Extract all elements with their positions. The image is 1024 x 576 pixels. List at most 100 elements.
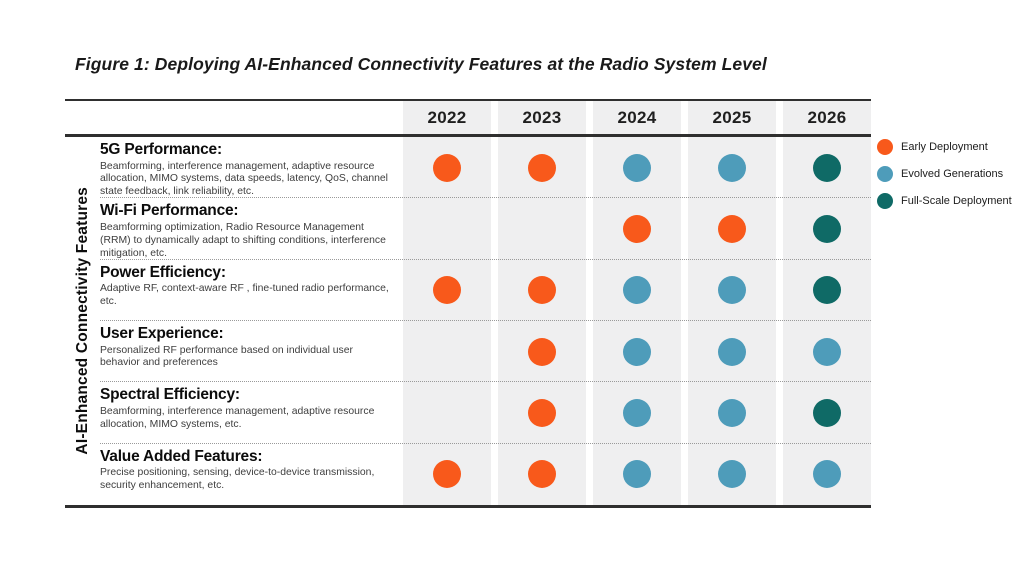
row-label: Value Added Features: Precise positioning…	[65, 443, 403, 505]
evolved-deployment-dot	[718, 276, 746, 305]
y-axis-label-wrap: AI-Enhanced Connectivity Features	[65, 137, 100, 505]
cell-2023	[498, 259, 586, 321]
early-deployment-dot	[433, 460, 461, 489]
year-header-2022: 2022	[403, 101, 491, 134]
cell-2026	[783, 137, 871, 199]
evolved-deployment-dot	[813, 337, 841, 366]
early-deployment-dot	[718, 214, 746, 243]
cell-2024	[593, 382, 681, 444]
cell-2022	[403, 443, 491, 505]
cell-2025	[688, 382, 776, 444]
cell-2025	[688, 198, 776, 260]
full-deployment-dot	[813, 398, 841, 427]
row-label: User Experience: Personalized RF performa…	[65, 320, 403, 383]
row-label: 5G Performance: Beamforming, interference…	[65, 137, 403, 199]
row-cells	[403, 137, 871, 199]
full-deployment-dot	[813, 214, 841, 243]
cell-2024	[593, 137, 681, 199]
legend-label: Early Deployment	[901, 141, 988, 153]
legend-label: Evolved Generations	[901, 168, 1004, 180]
header-divider	[65, 134, 871, 137]
legend-item-full: Full-Scale Deployment	[877, 193, 1012, 209]
table-row: Value Added Features: Precise positioning…	[65, 442, 871, 505]
evolved-deployment-dot	[813, 460, 841, 489]
cell-2024	[593, 320, 681, 383]
evolved-deployment-dot	[623, 276, 651, 305]
cell-2026	[783, 198, 871, 260]
row-label: Power Efficiency: Adaptive RF, context-aw…	[65, 259, 403, 321]
early-deployment-dot	[433, 276, 461, 305]
row-title: Value Added Features:	[100, 447, 263, 465]
year-header-2023: 2023	[498, 101, 586, 134]
row-description: Beamforming, interference management, ad…	[100, 160, 388, 198]
row-description: Adaptive RF, context-aware RF , fine-tun…	[100, 283, 389, 308]
cell-2026	[783, 443, 871, 505]
table-row: Power Efficiency: Adaptive RF, context-aw…	[65, 258, 871, 321]
cell-2022	[403, 320, 491, 383]
evolved-deployment-dot	[623, 460, 651, 489]
row-description: Personalized RF performance based on ind…	[100, 344, 353, 369]
evolved-legend-dot-icon	[877, 166, 893, 182]
bottom-divider	[65, 505, 871, 508]
year-header-cells: 2022 2023 2024 2025 2026	[403, 101, 871, 134]
cell-2026	[783, 382, 871, 444]
full-deployment-dot	[813, 153, 841, 182]
full-deployment-dot	[813, 276, 841, 305]
row-description: Precise positioning, sensing, device-to-…	[100, 467, 375, 492]
cell-2023	[498, 320, 586, 383]
cell-2025	[688, 137, 776, 199]
cell-2023	[498, 443, 586, 505]
cell-2023	[498, 382, 586, 444]
legend-label: Full-Scale Deployment	[901, 195, 1012, 207]
cell-2022	[403, 137, 491, 199]
year-header-row: 2022 2023 2024 2025 2026	[65, 101, 871, 134]
table-row: User Experience: Personalized RF performa…	[65, 319, 871, 383]
row-description: Beamforming, interference management, ad…	[100, 405, 375, 430]
row-cells	[403, 443, 871, 505]
row-title: Wi-Fi Performance:	[100, 202, 239, 220]
full-legend-dot-icon	[877, 193, 893, 209]
row-cells	[403, 259, 871, 321]
top-divider	[65, 99, 871, 101]
cell-2023	[498, 198, 586, 260]
cell-2025	[688, 320, 776, 383]
legend-item-early: Early Deployment	[877, 139, 1012, 155]
early-deployment-dot	[528, 337, 556, 366]
cell-2025	[688, 443, 776, 505]
early-legend-dot-icon	[877, 139, 893, 155]
cell-2023	[498, 137, 586, 199]
y-axis-label: AI-Enhanced Connectivity Features	[73, 187, 91, 455]
row-title: Spectral Efficiency:	[100, 386, 240, 404]
evolved-deployment-dot	[623, 153, 651, 182]
early-deployment-dot	[528, 276, 556, 305]
table-row: Wi-Fi Performance: Beamforming optimizati…	[65, 197, 871, 260]
evolved-deployment-dot	[623, 398, 651, 427]
legend: Early Deployment Evolved Generations Full-…	[877, 139, 1012, 209]
cell-2024	[593, 443, 681, 505]
cell-2026	[783, 320, 871, 383]
row-cells	[403, 320, 871, 383]
row-cells	[403, 382, 871, 444]
evolved-deployment-dot	[718, 337, 746, 366]
row-title: User Experience:	[100, 324, 224, 342]
matrix-body: AI-Enhanced Connectivity Features 5G Per…	[65, 137, 871, 505]
year-header-2024: 2024	[593, 101, 681, 134]
evolved-deployment-dot	[718, 153, 746, 182]
row-title: Power Efficiency:	[100, 263, 226, 281]
row-description: Beamforming optimization, Radio Resource…	[100, 221, 386, 259]
year-header-2025: 2025	[688, 101, 776, 134]
early-deployment-dot	[528, 460, 556, 489]
cell-2022	[403, 259, 491, 321]
row-label: Spectral Efficiency: Beamforming, interfe…	[65, 382, 403, 444]
header-label-spacer	[65, 101, 403, 134]
cell-2026	[783, 259, 871, 321]
table-row: Spectral Efficiency: Beamforming, interfe…	[65, 381, 871, 444]
deployment-matrix-chart: 2022 2023 2024 2025 2026 AI-Enhanced Connect…	[65, 99, 871, 508]
early-deployment-dot	[623, 214, 651, 243]
cell-2025	[688, 259, 776, 321]
row-title: 5G Performance:	[100, 141, 222, 158]
cell-2022	[403, 198, 491, 260]
evolved-deployment-dot	[718, 460, 746, 489]
early-deployment-dot	[433, 153, 461, 182]
early-deployment-dot	[528, 153, 556, 182]
